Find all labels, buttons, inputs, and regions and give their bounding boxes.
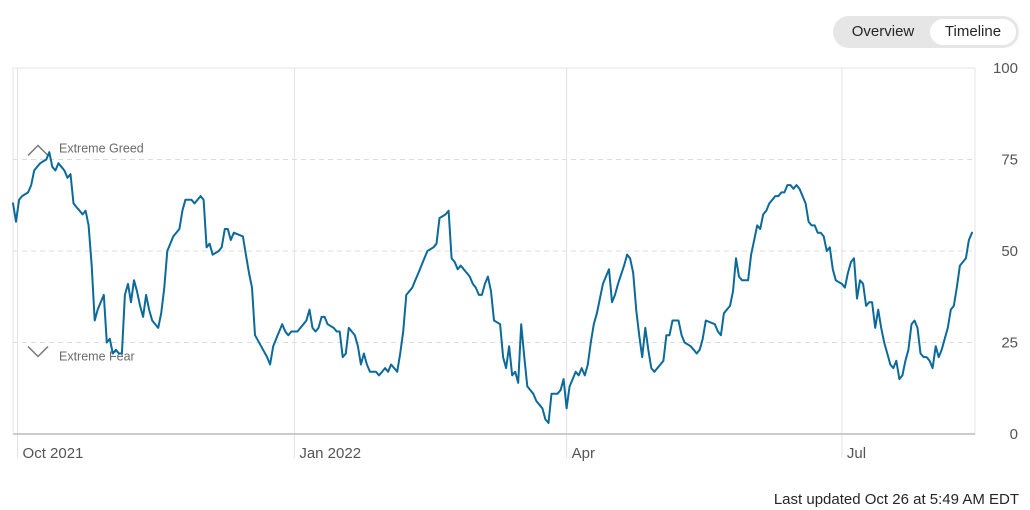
chevron-up-icon [27,144,49,157]
x-tick-label-1: Jan 2022 [299,445,361,462]
y-tick-label-50: 50 [1001,243,1018,260]
x-tick-label-2: Apr [572,445,595,462]
x-tick-label-3: Jul [847,445,866,462]
last-updated-text: Last updated Oct 26 at 5:49 AM EDT [773,491,1019,508]
timeline-tab[interactable]: Timeline [930,19,1016,45]
series-line-0 [12,151,973,424]
view-toggle: Overview Timeline [833,16,1019,48]
x-tick-label-0: Oct 2021 [23,445,84,462]
y-tick-label-0: 0 [1010,426,1018,443]
y-tick-label-100: 100 [993,60,1018,77]
annotation-label-1: Extreme Fear [59,350,135,364]
y-tick-label-25: 25 [1001,335,1018,352]
overview-tab[interactable]: Overview [851,23,915,40]
y-tick-label-75: 75 [1001,152,1018,169]
chevron-down-icon [27,345,49,358]
annotation-label-0: Extreme Greed [59,142,144,156]
